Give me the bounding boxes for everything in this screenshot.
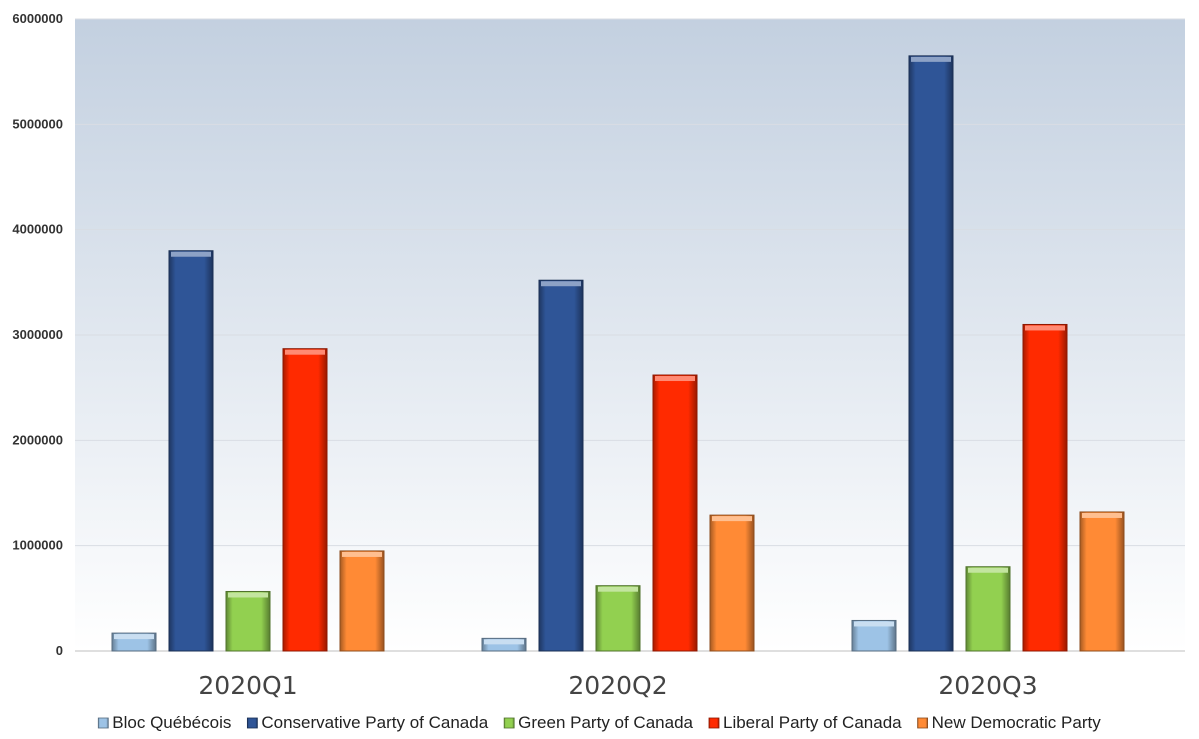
bar-highlight <box>655 376 695 382</box>
legend-label: Liberal Party of Canada <box>723 713 902 732</box>
y-tick-label: 2000000 <box>12 432 63 447</box>
bar-highlight <box>911 56 951 62</box>
bar-highlight <box>968 567 1008 573</box>
bar <box>168 250 214 652</box>
bar-highlight <box>228 592 268 598</box>
legend-swatch <box>246 717 258 729</box>
y-axis: 0 1000000 2000000 3000000 4000000 5000000 6000… <box>12 11 63 658</box>
legend-item: Conservative Party of Canada <box>246 713 489 732</box>
x-tick-label: 2020Q3 <box>938 671 1037 700</box>
legend-item: Bloc Québécois <box>97 713 231 732</box>
bar <box>709 514 755 652</box>
legend: Bloc Québécois Conservative Party of Cana… <box>97 713 1102 732</box>
bar-highlight <box>712 516 752 522</box>
bar-highlight <box>114 634 154 640</box>
bar <box>652 374 698 652</box>
y-tick-label: 0 <box>56 643 63 658</box>
bar <box>282 348 328 652</box>
legend-label: New Democratic Party <box>932 713 1102 732</box>
bar <box>339 550 385 652</box>
legend-item: New Democratic Party <box>917 713 1102 732</box>
bar <box>225 590 271 652</box>
legend-swatch <box>708 717 720 729</box>
y-tick-label: 1000000 <box>12 538 63 553</box>
bar <box>1079 511 1125 652</box>
bar <box>965 566 1011 652</box>
bar-highlight <box>285 349 325 355</box>
x-tick-label: 2020Q2 <box>568 671 667 700</box>
legend-swatch <box>917 717 929 729</box>
bar <box>1022 323 1068 652</box>
legend-label: Conservative Party of Canada <box>261 713 488 732</box>
legend-item: Liberal Party of Canada <box>708 713 902 732</box>
legend-item: Green Party of Canada <box>503 713 694 732</box>
x-axis: 2020Q1 2020Q2 2020Q3 <box>198 671 1037 700</box>
legend-swatch <box>97 717 109 729</box>
bar <box>595 585 641 652</box>
bar-highlight <box>171 251 211 257</box>
legend-swatch <box>503 717 515 729</box>
x-tick-label: 2020Q1 <box>198 671 297 700</box>
legend-label: Bloc Québécois <box>112 713 231 732</box>
y-tick-label: 4000000 <box>12 222 63 237</box>
y-tick-label: 5000000 <box>12 116 63 131</box>
bar-highlight <box>484 639 524 645</box>
bar <box>908 55 954 652</box>
y-tick-label: 6000000 <box>12 11 63 26</box>
bar-highlight <box>598 586 638 592</box>
bar-highlight <box>1025 325 1065 331</box>
bar-highlight <box>541 281 581 287</box>
bar-highlight <box>1082 512 1122 518</box>
bar <box>538 279 584 652</box>
bars <box>111 55 1125 652</box>
bar-highlight <box>854 621 894 627</box>
legend-label: Green Party of Canada <box>518 713 693 732</box>
bar-highlight <box>342 551 382 557</box>
y-tick-label: 3000000 <box>12 327 63 342</box>
